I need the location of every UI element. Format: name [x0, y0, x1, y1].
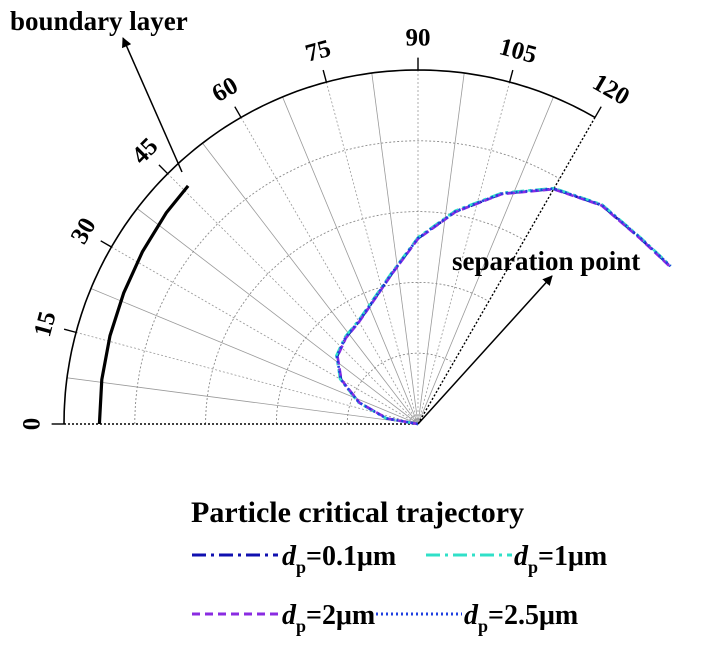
legend-label-3: dp=2.5μm	[464, 600, 578, 636]
tick-mark	[508, 69, 514, 83]
grid-spoke	[90, 288, 419, 425]
tick-label: 15	[29, 309, 62, 340]
tick-label: 105	[496, 33, 539, 69]
boundary-layer-line	[97, 184, 190, 425]
trajectory-series-group	[335, 186, 672, 426]
grid-ring	[275, 281, 490, 424]
series-line-0	[335, 187, 672, 426]
separation-point-arrow	[417, 275, 553, 425]
end-edge	[417, 117, 596, 425]
grid-spoke	[66, 377, 419, 425]
angular-tick-labels: 0 15 30 45 60 75 90 105 120	[19, 25, 634, 431]
grid-spoke	[417, 72, 465, 425]
grid-spoke	[111, 246, 419, 425]
grid-spoke	[136, 208, 419, 425]
series-line-3	[335, 187, 672, 426]
tick-mark	[234, 106, 242, 118]
tick-label: 120	[588, 69, 634, 111]
grid-spoke	[325, 81, 419, 425]
tick-label: 90	[406, 25, 431, 52]
tick-mark	[63, 328, 77, 334]
legend-label-0: dp=0.1μm	[282, 541, 396, 577]
legend-entry: dp=2μm	[192, 600, 375, 636]
grid-spoke	[417, 81, 511, 425]
grid-spoke	[240, 117, 419, 425]
tick-label: 45	[127, 133, 164, 170]
tick-label: 30	[66, 213, 102, 248]
series-line-2	[336, 187, 671, 426]
tick-mark	[100, 240, 112, 248]
grid-ring	[134, 140, 560, 424]
tick-mark	[594, 106, 602, 118]
grid-spoke	[417, 96, 554, 425]
tick-label: 60	[208, 72, 243, 108]
boundary-layer-annotation: boundary layer	[10, 6, 188, 36]
polar-grid	[64, 70, 596, 425]
legend-title: Particle critical trajectory	[191, 496, 524, 529]
grid-ring	[205, 211, 525, 424]
boundary-layer-arrow	[122, 37, 183, 173]
grid-spoke	[371, 72, 419, 425]
legend-entry: dp=2.5μm	[376, 600, 578, 636]
grid-spoke	[167, 173, 419, 425]
legend-entry: dp=0.1μm	[192, 541, 396, 577]
legend-label-1: dp=1μm	[514, 541, 607, 577]
boundary-layer-curve-group	[97, 184, 190, 425]
separation-point-annotation: separation point	[452, 246, 640, 276]
legend-entry: dp=1μm	[426, 541, 607, 577]
grid-spoke	[202, 142, 419, 425]
tick-mark	[158, 164, 169, 175]
tick-label: 0	[19, 418, 46, 431]
tick-mark	[322, 69, 328, 83]
grid-spoke	[282, 96, 419, 425]
legend-label-2: dp=2μm	[282, 600, 375, 636]
grid-ring	[346, 352, 454, 424]
grid-spoke	[75, 331, 419, 425]
tick-label: 75	[303, 35, 334, 68]
